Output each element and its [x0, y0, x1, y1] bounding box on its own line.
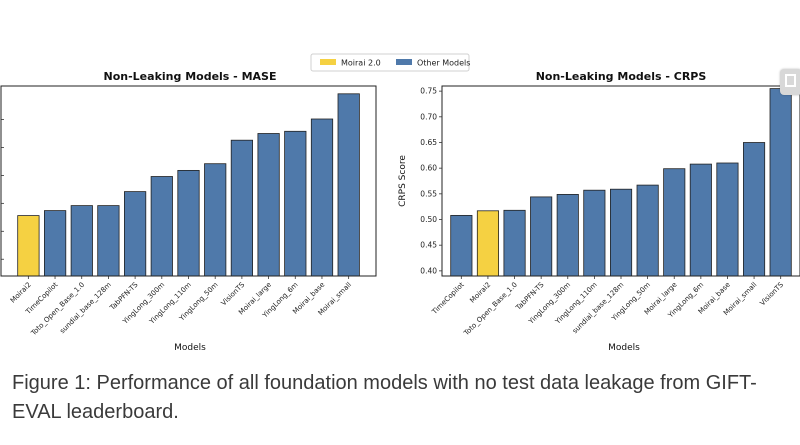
y-axis-label: CRPS Score: [398, 155, 408, 207]
bar-yinglong-300m: [556, 193, 579, 277]
legend-swatch: [320, 59, 336, 65]
chart-crps: Non-Leaking Models - CRPS TimeCopilot Moir…: [398, 70, 800, 353]
bar-moirai2: [476, 210, 499, 277]
legend-swatch: [396, 59, 412, 65]
figure: Moirai 2.0 Other Models Non-Leaking Model…: [0, 53, 800, 353]
bar-yinglong-300m: [150, 176, 173, 277]
bar-yinglong-6m: [284, 130, 307, 277]
y-tick-label: 0.65: [420, 138, 437, 147]
legend: Moirai 2.0 Other Models: [310, 53, 470, 72]
expand-icon[interactable]: [780, 69, 800, 95]
bar-toto-open-base-1-0: [503, 209, 526, 277]
chart-mase: Non-Leaking Models - MASEMoirai2TimeCopi…: [0, 70, 377, 353]
legend-label: Moirai 2.0: [341, 59, 381, 68]
y-tick-label: 0.70: [420, 112, 437, 121]
x-axis-label: Models: [608, 343, 640, 353]
bar-moirai-small: [743, 142, 766, 277]
bar-toto-open-base-1-0: [70, 205, 93, 277]
bar-moirai-base: [310, 118, 334, 277]
bar-visionts: [230, 139, 253, 277]
x-tick-label: VisionTS: [220, 280, 247, 307]
bar-sundial-base-128m: [97, 205, 120, 277]
bar-visionts: [769, 88, 792, 277]
chart-title: Non-Leaking Models - MASE: [104, 70, 277, 83]
y-tick-label: 0.75: [420, 87, 437, 96]
bar-yinglong-110m: [583, 189, 606, 277]
x-tick-label: Toto_Open_Base_1.0: [462, 281, 519, 338]
bar-yinglong-50m: [636, 184, 659, 277]
bar-tabpfn-ts: [124, 191, 147, 277]
bar-moirai-base: [716, 162, 739, 277]
bar-timecopilot: [44, 210, 67, 277]
x-tick-label: Moirai2: [468, 281, 492, 305]
bar-moirai-large: [257, 133, 280, 277]
plot-frame: [441, 85, 800, 277]
x-tick-label: TimeCopilot: [430, 281, 466, 317]
x-axis-label: Models: [174, 343, 206, 353]
y-tick-label: 0.60: [420, 164, 437, 173]
chart-title: Non-Leaking Models - CRPS: [536, 70, 707, 83]
bar-sundial-base-128m: [610, 188, 633, 277]
legend-label: Other Models: [417, 59, 470, 68]
bar-yinglong-110m: [177, 169, 200, 277]
y-tick-label: 0.45: [420, 241, 437, 250]
x-tick-label: sundial_base_128m: [58, 281, 113, 336]
y-tick-label: 0.50: [420, 215, 437, 224]
bar-timecopilot: [450, 214, 473, 277]
x-tick-label: Moirai2: [9, 281, 33, 305]
bar-yinglong-6m: [689, 163, 712, 277]
bar-tabpfn-ts: [530, 196, 553, 277]
x-tick-label: sundial_base_128m: [571, 281, 626, 336]
y-tick-label: 0.40: [420, 266, 437, 275]
bar-moirai2: [17, 215, 40, 277]
bar-yinglong-50m: [204, 163, 227, 277]
plot-frame: [0, 85, 377, 277]
figure-caption: Figure 1: Performance of all foundation …: [12, 372, 757, 423]
x-tick-label: VisionTS: [759, 280, 786, 307]
bar-moirai-large: [663, 168, 686, 277]
legend-box: [310, 53, 470, 72]
bar-moirai-small: [337, 93, 360, 277]
y-tick-label: 0.55: [420, 189, 437, 198]
